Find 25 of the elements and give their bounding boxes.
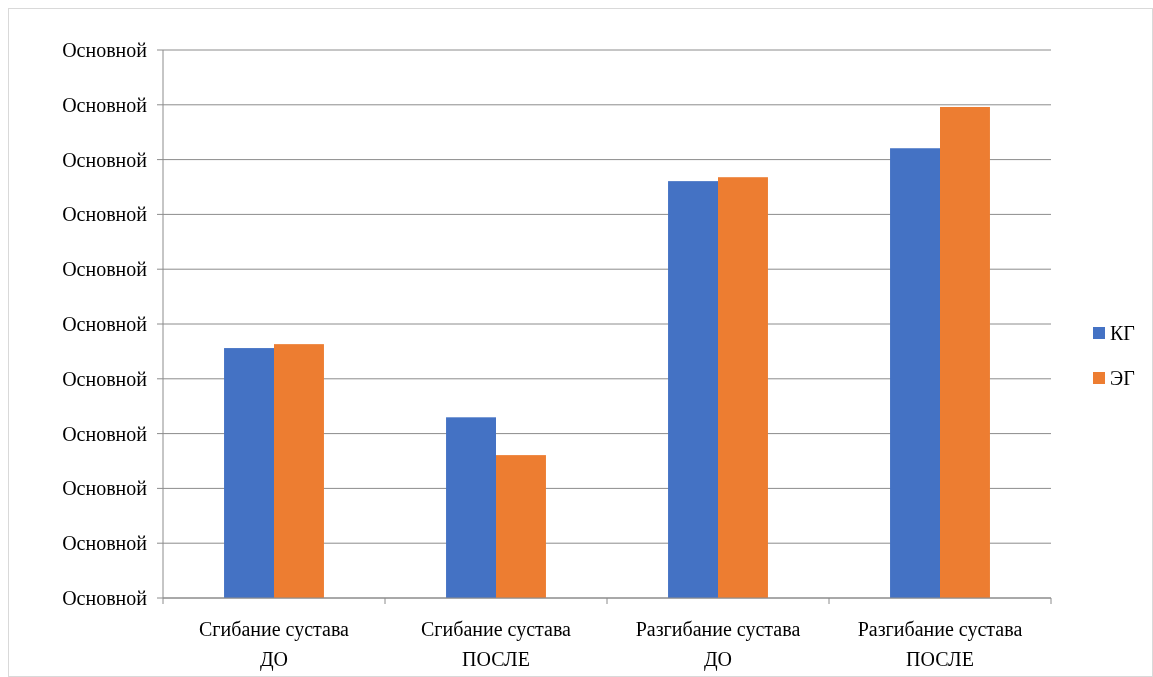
bar	[718, 177, 768, 598]
text: Основной	[62, 258, 148, 281]
legend-label: ЭГ	[1110, 367, 1135, 389]
x-tick-label: Сгибание сустава ПОСЛЕ	[421, 618, 572, 670]
bar	[940, 106, 990, 598]
text: Основной	[62, 93, 148, 116]
bar	[496, 455, 546, 598]
bar	[890, 148, 940, 598]
text: Основной	[62, 148, 148, 171]
bar	[274, 344, 324, 598]
bar	[224, 348, 274, 598]
text: Основной	[62, 367, 148, 390]
text: Основной	[62, 587, 148, 609]
bar	[668, 181, 718, 598]
legend-label: КГ	[1110, 322, 1135, 344]
x-tick-label: Разгибание сустава ПОСЛЕ	[857, 618, 1023, 670]
bar	[446, 417, 496, 598]
x-tick-label: Сгибание сустава ДО	[199, 618, 350, 671]
text: Основной	[62, 477, 148, 500]
x-tick-label: Разгибание сустава ДО	[635, 618, 801, 671]
text: Основной	[62, 313, 148, 335]
text: Основной	[62, 203, 148, 226]
text: Основной	[62, 39, 148, 61]
text: Основной	[62, 422, 148, 445]
text: Основной	[62, 532, 148, 555]
